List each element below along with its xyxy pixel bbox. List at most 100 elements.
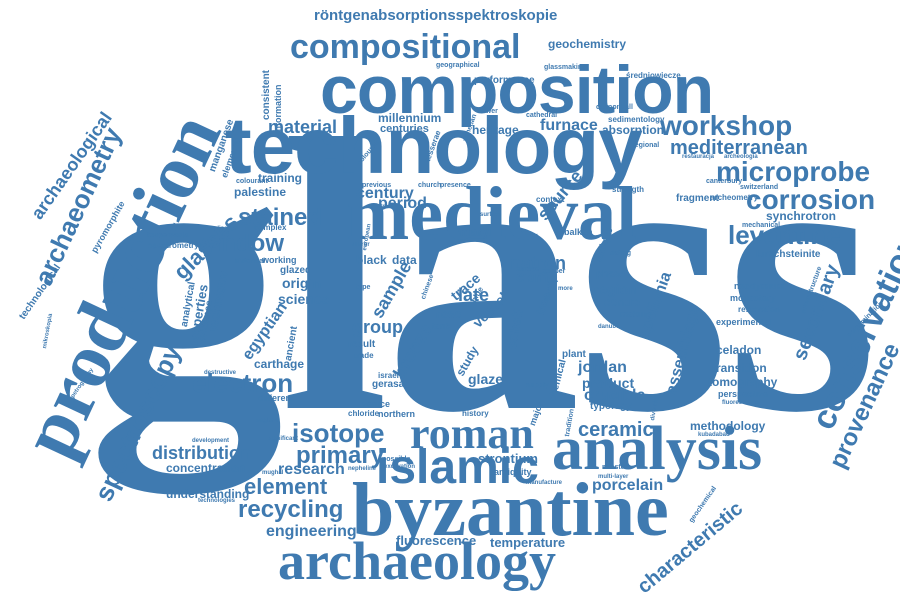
- word-consistent: consistent: [261, 69, 272, 120]
- word-performance: performance: [474, 75, 535, 86]
- word-europe: europe: [516, 266, 540, 273]
- word-roman: roman: [410, 409, 534, 458]
- word-concentration: concentration: [166, 461, 246, 475]
- word-restauracja: restauracja: [682, 154, 715, 160]
- word-manufacture: manufacture: [526, 480, 563, 486]
- word-previous: previous: [362, 182, 392, 189]
- word-centuries: centuries: [380, 123, 429, 135]
- word-excavation: excavation: [384, 464, 416, 470]
- word-rose: rose: [436, 307, 462, 321]
- word-black: black: [356, 253, 387, 267]
- word-medieval: medieval: [346, 172, 638, 256]
- word-region: region: [594, 281, 637, 297]
- word-cannonball: cannonball: [596, 104, 633, 111]
- word-group: group: [352, 317, 403, 337]
- word-sredniowiecze: średniowiecze: [626, 71, 681, 80]
- word-crucible: crucible: [584, 387, 646, 404]
- word-methodology: methodology: [690, 419, 766, 433]
- word-product: product: [582, 375, 635, 391]
- word-origin: origin: [282, 275, 321, 291]
- word-presence: presence: [440, 182, 471, 189]
- word-jordan: jordan: [578, 359, 627, 376]
- word-restoration: restoration: [738, 305, 780, 314]
- word-training: training: [258, 171, 302, 185]
- word-millennium: millennium: [378, 111, 442, 125]
- word-destructive: destructive: [204, 370, 237, 376]
- word-central: central: [370, 204, 390, 210]
- word-kirschsteinite: kirschsteinite: [756, 249, 821, 260]
- word-engineering: engineering: [266, 523, 357, 540]
- word-stained: stained: [238, 204, 323, 231]
- word-different: different: [258, 393, 294, 403]
- word-monastery: monastery: [730, 293, 776, 303]
- word-analysis: analysis: [552, 415, 763, 483]
- word-geochemistry: geochemistry: [548, 37, 627, 51]
- word-tank: tank: [432, 321, 451, 331]
- word-distribution: distribution: [152, 443, 251, 463]
- word-more: more: [558, 286, 573, 292]
- word-mediterranean: mediterranean: [670, 137, 808, 159]
- word-levantine: levantine: [728, 220, 841, 250]
- word-ceramic: ceramic: [578, 419, 654, 441]
- word-colourant: colourant: [236, 178, 268, 185]
- word-fluorescence_small: fluorescence: [722, 400, 760, 406]
- word-antiquity: antiquity: [494, 467, 532, 477]
- word-danube: danube: [598, 324, 620, 330]
- word-konserwacja: konserwacja: [146, 232, 189, 239]
- word-copper: copper: [542, 268, 566, 275]
- word-mirror: mirror: [352, 242, 370, 248]
- word-data: data: [392, 253, 417, 267]
- word-science: science: [278, 291, 330, 307]
- word-context: context: [536, 195, 565, 204]
- word-glass: glass: [88, 59, 878, 493]
- word-dating: dating: [610, 250, 631, 257]
- word-sedimentology: sedimentology: [608, 115, 665, 124]
- word-cathedral: cathedral: [526, 112, 558, 119]
- word-sewer: sewer: [478, 108, 498, 115]
- word-temperature: temperature: [490, 535, 566, 550]
- word-mechanical: mechanical: [742, 222, 781, 229]
- word-neodymium: neodymium: [734, 281, 785, 291]
- word-celadon: celadon: [716, 343, 762, 357]
- word-phase: phase: [596, 269, 625, 280]
- word-technology: technology: [225, 101, 643, 190]
- word-complex: complex: [254, 223, 287, 232]
- word-rontgen: röntgenabsorptionsspektroskopie: [314, 7, 558, 24]
- word-carthage: carthage: [254, 357, 305, 371]
- word-composition: composition: [320, 52, 714, 128]
- word-result: result: [348, 339, 376, 350]
- word-compositional: compositional: [290, 28, 521, 66]
- word-kubadabad: kubadabad: [698, 432, 730, 438]
- word-switzerland: switzerland: [740, 184, 779, 191]
- word-surface: surface: [480, 212, 502, 218]
- word-synchrotron: synchrotron: [766, 209, 837, 223]
- word-perspective: perspective: [718, 389, 769, 399]
- word-glazed: glazed: [280, 265, 312, 276]
- word-multi_layer: multi-layer: [598, 474, 629, 480]
- word-archeometry: archeometry: [710, 193, 759, 202]
- word-archeologia: archeologia: [724, 154, 758, 160]
- word-regional: regional: [632, 142, 660, 149]
- word-byzantine: byzantine: [352, 468, 669, 552]
- word-church: church: [418, 182, 442, 189]
- word-understanding: understanding: [166, 487, 250, 501]
- word-natron: natron: [510, 253, 566, 273]
- word-heritage: heritage: [472, 123, 519, 137]
- word-transition: transition: [712, 361, 767, 375]
- word-workshop: workshop: [660, 110, 793, 141]
- word-strontium: strontium: [478, 451, 538, 466]
- word-archaeology: archaeology: [278, 531, 556, 591]
- word-corrosion: corrosion: [746, 184, 876, 215]
- word-furnace: furnace: [540, 117, 598, 134]
- word-isotope: isotope: [292, 418, 385, 448]
- word-glaze: glaze: [468, 371, 504, 387]
- word-plant: plant: [562, 349, 586, 360]
- word-balkan: balkan: [564, 227, 593, 237]
- word-glassmaking: glassmaking: [544, 64, 587, 71]
- word-significant: significant: [268, 436, 299, 442]
- word-historical: historical: [234, 258, 266, 265]
- word-electron: electron: [192, 368, 294, 398]
- word-technologies: technologies: [198, 498, 236, 504]
- word-research: research: [278, 461, 345, 478]
